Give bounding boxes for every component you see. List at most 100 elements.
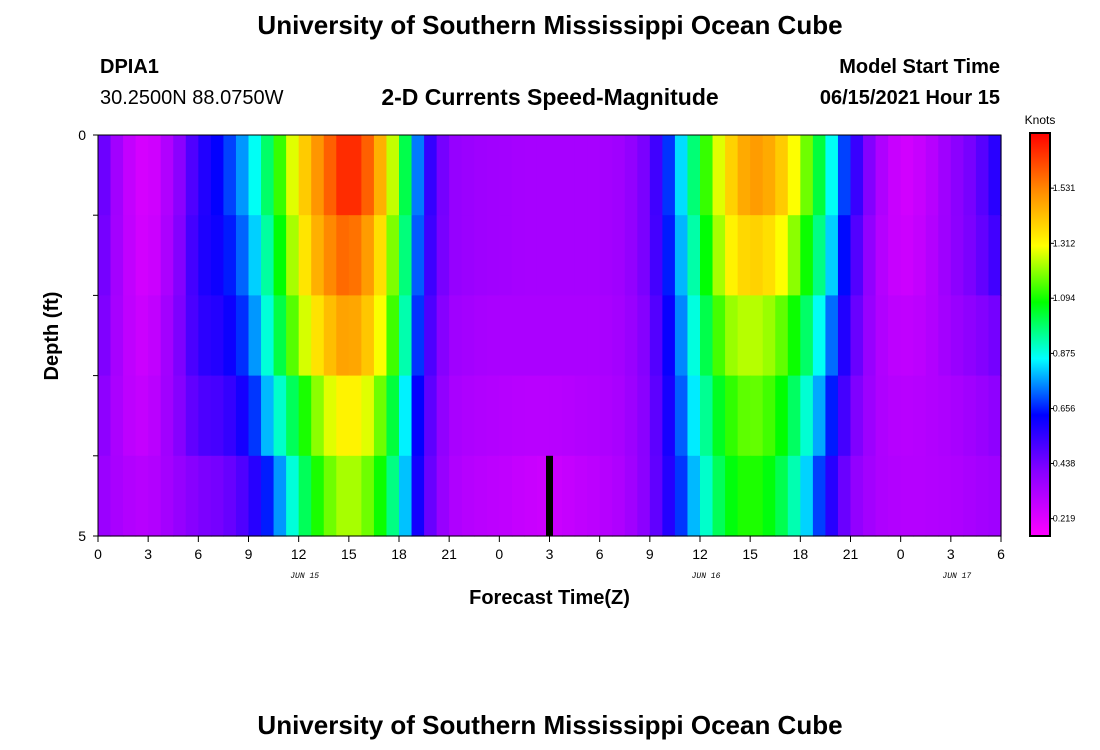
heatmap-cell xyxy=(712,135,726,216)
heatmap-cell xyxy=(373,135,388,216)
heatmap-cell xyxy=(988,215,1002,296)
footer-title: University of Southern Mississippi Ocean… xyxy=(257,710,843,740)
heatmap-cell xyxy=(123,215,137,296)
heatmap-cell xyxy=(612,375,626,457)
heatmap-cell xyxy=(173,455,187,537)
heatmap-cell xyxy=(624,135,638,216)
heatmap-cell xyxy=(963,375,977,457)
heatmap-cell xyxy=(499,455,513,537)
heatmap-cell xyxy=(524,375,538,457)
heatmap-cell xyxy=(148,215,162,296)
x-tick-label: 6 xyxy=(997,546,1005,562)
heatmap-cell xyxy=(938,455,952,537)
heatmap-cell xyxy=(925,135,939,216)
heatmap-cell xyxy=(474,375,488,457)
heatmap-cell xyxy=(499,215,513,296)
heatmap-cell xyxy=(875,135,889,216)
heatmap-cell xyxy=(762,215,776,296)
heatmap-cell xyxy=(812,295,827,377)
heatmap-cell xyxy=(975,295,990,377)
heatmap-cell xyxy=(373,295,388,377)
y-axis: 05 xyxy=(78,127,98,544)
heatmap-cell xyxy=(160,215,174,296)
heatmap-cell xyxy=(587,455,601,537)
heatmap-cell xyxy=(474,135,488,216)
heatmap-cell xyxy=(248,375,262,457)
heatmap-cell xyxy=(185,135,199,216)
heatmap-cell xyxy=(875,455,889,537)
heatmap-cell xyxy=(649,295,663,377)
heatmap-cell xyxy=(499,295,513,377)
heatmap-cell xyxy=(587,215,601,296)
heatmap-cell xyxy=(110,295,124,377)
heatmap-cell xyxy=(750,455,764,537)
heatmap-cell xyxy=(812,375,827,457)
heatmap-cell xyxy=(825,375,839,457)
heatmap-cell xyxy=(474,215,488,296)
heatmap-cell xyxy=(386,375,400,457)
heatmap-cell xyxy=(762,455,776,537)
x-tick-label: 3 xyxy=(546,546,554,562)
heatmap-cell xyxy=(411,295,425,377)
heatmap-cell xyxy=(436,455,450,537)
heatmap-cell xyxy=(637,455,651,537)
heatmap-cell xyxy=(775,215,789,296)
heatmap-cell xyxy=(712,375,726,457)
heatmap-cell xyxy=(850,295,864,377)
heatmap-cell xyxy=(198,375,212,457)
heatmap-cell xyxy=(637,295,651,377)
heatmap-cell xyxy=(536,215,551,296)
heatmap-cell xyxy=(486,295,500,377)
heatmap-cell xyxy=(336,135,350,216)
heatmap-cell xyxy=(424,295,438,377)
heatmap-cell xyxy=(298,375,312,457)
heatmap-cell xyxy=(562,215,576,296)
heatmap-cell xyxy=(273,455,287,537)
heatmap-cell xyxy=(850,455,864,537)
heatmap-cell xyxy=(762,135,776,216)
x-axis: 0 3 6 9 12 15 18 21 0 3 6 9 12 15 18 21 0 3 6 JUN 15 JUN 16 J… xyxy=(94,536,1005,581)
heatmap-cell xyxy=(837,455,852,537)
heatmap-cell xyxy=(775,135,789,216)
heatmap-cell xyxy=(913,375,927,457)
heatmap-cell xyxy=(298,135,312,216)
heatmap-cell xyxy=(298,455,312,537)
heatmap-cell xyxy=(662,295,676,377)
x-tick-label: 15 xyxy=(742,546,758,562)
heatmap-cell xyxy=(123,375,137,457)
heatmap-cell xyxy=(524,295,538,377)
heatmap-cell xyxy=(449,215,463,296)
heatmap-cell xyxy=(875,215,889,296)
heatmap-cell xyxy=(850,135,864,216)
heatmap-cell xyxy=(511,215,526,296)
x-tick-label: 6 xyxy=(596,546,604,562)
heatmap-cell xyxy=(950,375,964,457)
heatmap-cell xyxy=(624,455,638,537)
heatmap-cell xyxy=(399,295,413,377)
heatmap-cell xyxy=(674,455,689,537)
heatmap-cell xyxy=(700,375,714,457)
heatmap-cell xyxy=(323,375,337,457)
heatmap-cell xyxy=(599,375,613,457)
date-label: JUN 15 xyxy=(290,572,319,581)
heatmap-cell xyxy=(235,375,250,457)
heatmap-cell xyxy=(587,135,601,216)
heatmap-cell xyxy=(160,295,174,377)
heatmap-cell xyxy=(286,375,300,457)
heatmap-cell xyxy=(700,135,714,216)
heatmap-cell xyxy=(612,215,626,296)
heatmap-cell xyxy=(950,215,964,296)
heatmap-cell xyxy=(787,455,801,537)
heatmap-cell xyxy=(599,135,613,216)
date-label: JUN 16 xyxy=(692,572,721,581)
heatmap-cell xyxy=(562,135,576,216)
heatmap-cell xyxy=(424,375,438,457)
heatmap-cell xyxy=(587,375,601,457)
heatmap-cell xyxy=(725,455,739,537)
heatmap-cell xyxy=(361,295,375,377)
heatmap-cell xyxy=(323,215,337,296)
colorbar-tick-label: 0.875 xyxy=(1053,348,1076,358)
heatmap-cell xyxy=(574,455,588,537)
heatmap-cell xyxy=(261,295,275,377)
